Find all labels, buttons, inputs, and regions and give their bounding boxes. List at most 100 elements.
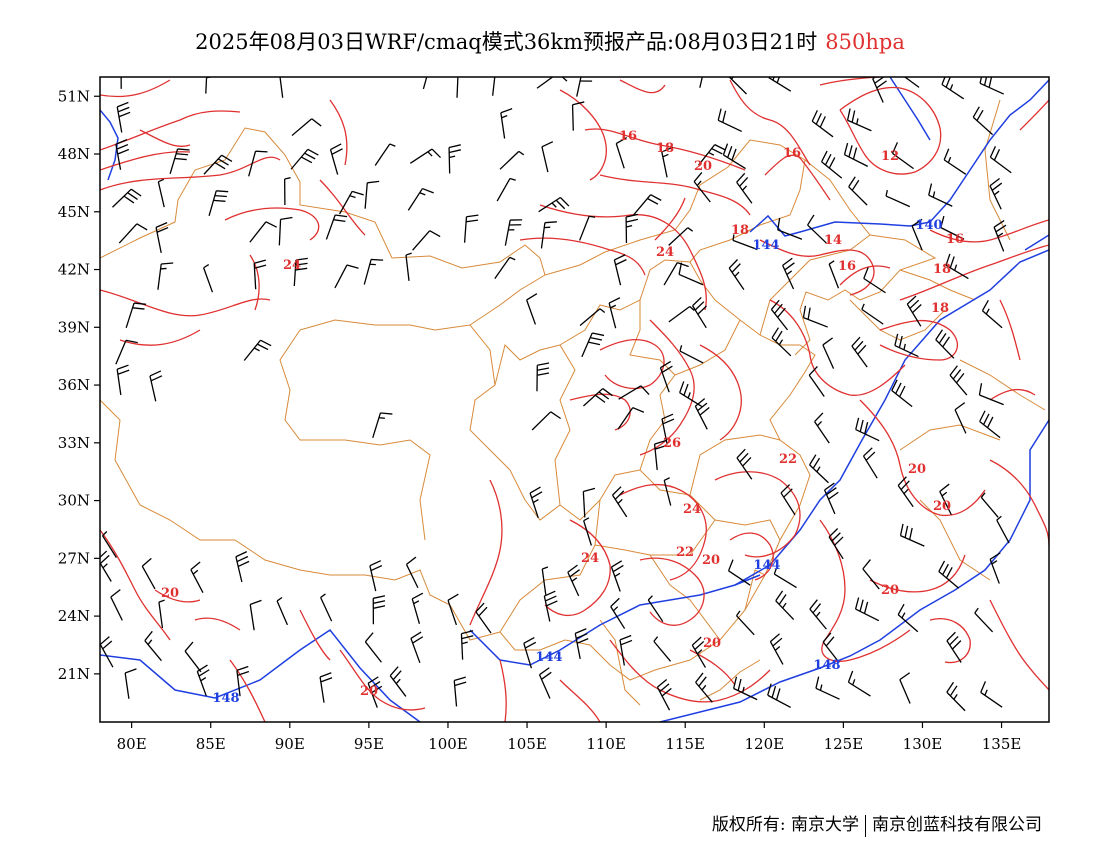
wind-barb <box>248 150 268 177</box>
wind-barb <box>694 398 710 430</box>
wind-barb <box>699 77 703 88</box>
wind-barb <box>364 180 380 209</box>
wind-barb <box>576 77 593 97</box>
wind-barb <box>583 388 613 407</box>
wind-barb <box>235 551 250 583</box>
wind-barb <box>583 517 592 546</box>
wind-barb <box>334 264 359 289</box>
wind-barb <box>989 146 1012 174</box>
wind-barb <box>115 139 130 170</box>
wind-barb <box>463 214 479 243</box>
wind-barb <box>678 262 704 286</box>
wind-barb <box>120 77 122 89</box>
wind-barb <box>407 187 434 211</box>
wind-barb <box>728 77 747 95</box>
y-tick-label: 48N <box>58 145 90 163</box>
wind-barb <box>278 216 293 246</box>
temperature-label: 24 <box>656 245 674 260</box>
temperature-label: 20 <box>933 499 951 514</box>
wind-barb <box>663 262 689 286</box>
temperature-contours <box>100 77 1049 722</box>
wind-barb <box>981 299 1003 329</box>
wind-barb <box>372 595 386 625</box>
wind-barb <box>899 523 925 547</box>
geopotential-labels: 144 140 144 144 148 148 <box>212 218 942 706</box>
wind-barb <box>619 634 633 666</box>
wind-barb <box>500 108 513 139</box>
wind-barb <box>661 146 674 178</box>
wind-barb <box>184 641 202 673</box>
wind-barb <box>110 589 123 621</box>
wind-barb <box>158 599 165 628</box>
wind-barb <box>276 596 289 626</box>
wind-barb <box>732 234 758 251</box>
wind-barb <box>735 610 755 636</box>
wind-barb <box>771 327 792 357</box>
wind-barb <box>499 150 525 170</box>
wind-barb <box>112 188 142 208</box>
temperature-label: 20 <box>360 684 378 699</box>
wind-barb <box>617 407 645 430</box>
wind-barb <box>405 556 419 589</box>
wind-barb <box>409 148 441 164</box>
wind-barb <box>190 561 204 593</box>
wind-barb <box>618 385 650 400</box>
wind-barb <box>989 178 1003 210</box>
geopotential-contours <box>100 77 1049 722</box>
temperature-label: 24 <box>283 258 301 273</box>
wind-barb <box>822 632 840 663</box>
wind-barb <box>610 560 624 592</box>
x-tick-label: 125E <box>824 735 864 753</box>
wind-barb <box>540 221 557 249</box>
temperature-label: 20 <box>881 583 899 598</box>
wind-barb <box>571 101 585 131</box>
wind-barb <box>768 77 792 92</box>
wind-barb <box>367 676 383 708</box>
temperature-label: 24 <box>581 551 599 566</box>
wind-barb <box>885 190 911 208</box>
wind-barb <box>613 254 627 286</box>
temperature-label: 16 <box>783 146 801 161</box>
x-tick-label: 80E <box>117 735 147 753</box>
geopotential-label: 144 <box>535 650 562 665</box>
y-tick-label: 45N <box>58 203 90 221</box>
x-axis: 80E 85E 90E 95E 100E 105E 110E 115E 120E 125E 130E… <box>117 722 1021 753</box>
x-tick-label: 90E <box>275 735 305 753</box>
wind-barb <box>196 664 210 697</box>
wind-barbs <box>100 77 1012 712</box>
wind-barb <box>848 176 868 206</box>
wind-barb <box>529 486 543 518</box>
wind-barb <box>802 305 828 328</box>
y-tick-label: 27N <box>58 549 90 567</box>
wind-barb <box>115 339 138 365</box>
wind-barb <box>828 528 844 560</box>
wind-barb <box>125 302 147 329</box>
wind-barb <box>979 77 1004 95</box>
wind-barb <box>291 118 322 137</box>
x-tick-label: 120E <box>745 735 785 753</box>
wind-barb <box>808 365 825 397</box>
geopotential-label: 140 <box>915 218 942 233</box>
wind-barb <box>374 143 396 166</box>
wind-barb <box>203 264 214 293</box>
wind-barb <box>891 142 914 170</box>
y-tick-label: 24N <box>58 607 90 625</box>
geopotential-label: 144 <box>753 558 780 573</box>
wind-barb <box>610 597 626 629</box>
wind-barb <box>809 599 827 630</box>
temperature-label: 20 <box>694 159 712 174</box>
wind-barb <box>691 636 707 668</box>
wind-barb <box>843 142 869 167</box>
wind-barb <box>811 110 834 138</box>
wind-barb <box>410 631 424 664</box>
wind-barb <box>780 484 796 516</box>
wind-barb <box>531 411 562 431</box>
y-tick-label: 42N <box>58 261 90 279</box>
wind-barb <box>249 599 262 631</box>
wind-barb <box>149 370 163 402</box>
wind-barb <box>460 630 474 660</box>
wind-barb <box>891 379 913 408</box>
wind-barb <box>253 259 267 290</box>
wind-barb <box>946 681 966 712</box>
wind-barb <box>284 177 291 205</box>
